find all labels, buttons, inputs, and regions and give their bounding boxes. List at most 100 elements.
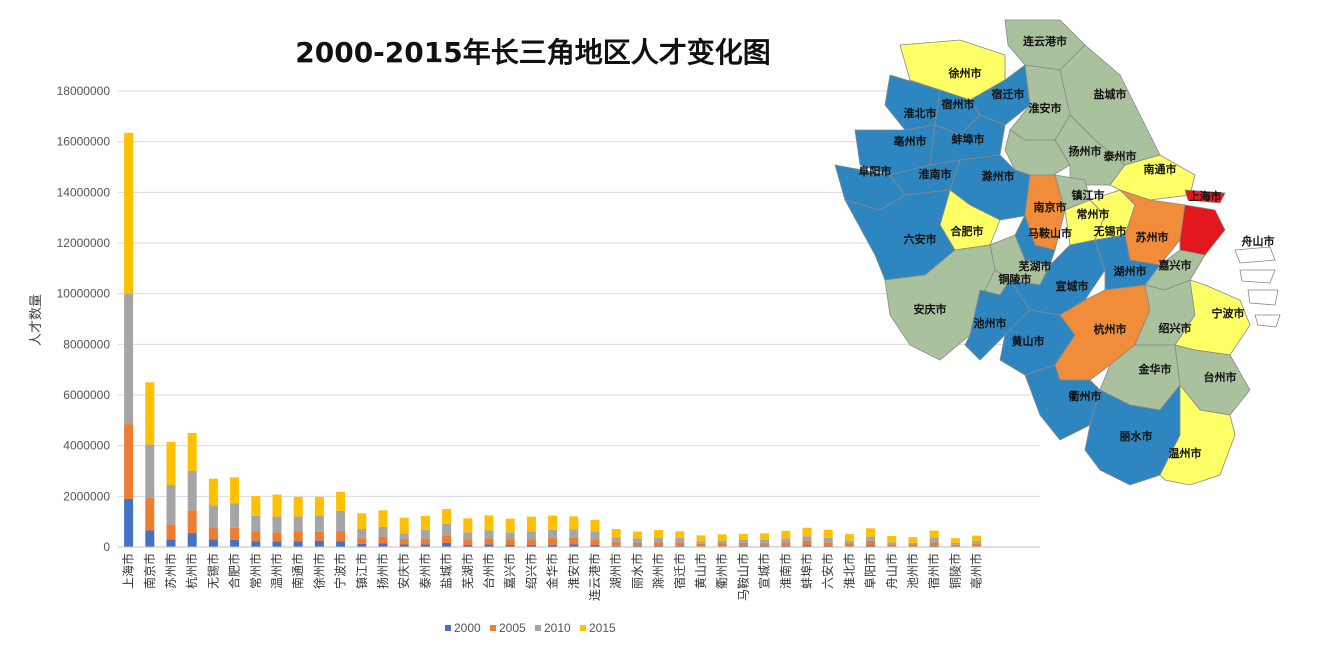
bar-segment-2000 xyxy=(738,545,748,547)
x-category-label: 衢州市 xyxy=(714,553,729,589)
chart-title: 2000-2015年长三角地区人才变化图 xyxy=(295,36,770,69)
legend-swatch xyxy=(490,625,496,631)
bar-segment-2005 xyxy=(844,543,854,547)
bar-segment-2010 xyxy=(251,515,261,532)
bar-segment-2000 xyxy=(548,544,558,547)
bar-segment-2000 xyxy=(654,545,664,547)
bar-segment-2010 xyxy=(972,540,982,544)
bar-segment-2015 xyxy=(590,519,600,532)
map-label: 扬州市 xyxy=(1069,144,1102,158)
map-city-labels: 连云港市 徐州市 宿迁市 盐城市 淮北市 宿州市 淮安市 亳州市 蚌埠市 扬州市… xyxy=(859,34,1275,460)
bar-segment-2010 xyxy=(569,529,579,538)
bar-segment-2005 xyxy=(802,540,812,546)
bar-segment-2005 xyxy=(823,542,833,546)
bar-segment-2015 xyxy=(887,535,897,543)
bar-segment-2010 xyxy=(420,529,430,539)
bar-segment-2010 xyxy=(145,444,155,498)
bar-segment-2000 xyxy=(336,541,346,547)
bar-segment-2010 xyxy=(526,531,536,540)
bar-segment-2005 xyxy=(781,542,791,546)
x-category-label: 淮南市 xyxy=(778,553,793,589)
map-label: 芜湖市 xyxy=(1019,259,1052,273)
region-zhoushan xyxy=(1234,246,1281,328)
x-category-label: 黄山市 xyxy=(693,553,708,589)
bar-segment-2010 xyxy=(166,484,176,525)
map-label: 合肥市 xyxy=(951,224,984,238)
chart-legend: 2000 2005 2010 2015 xyxy=(445,621,616,635)
x-category-label: 六安市 xyxy=(820,553,835,589)
x-category-label: 阜阳市 xyxy=(863,553,878,589)
bar-segment-2015 xyxy=(611,529,621,538)
bar-segment-2015 xyxy=(463,518,473,533)
x-category-label: 宿迁市 xyxy=(672,553,687,589)
bar-segment-2005 xyxy=(526,539,536,545)
x-category-label: 扬州市 xyxy=(375,553,390,589)
region-anqing xyxy=(884,244,996,361)
bar-segment-2015 xyxy=(399,517,409,534)
bar-segment-2000 xyxy=(569,544,579,547)
x-category-label: 淮北市 xyxy=(841,553,856,589)
map-label: 无锡市 xyxy=(1093,224,1127,238)
bar-segment-2015 xyxy=(484,515,494,531)
x-category-label: 金华市 xyxy=(545,553,560,589)
x-axis-category-labels: 上海市 南京市 苏州市 杭州市 无锡市 合肥市 常州市 温州市 南通市 徐州市 宁波市 镇江市 扬州市安… xyxy=(121,553,984,601)
x-category-label: 镇江市 xyxy=(354,553,369,589)
bar-segment-2015 xyxy=(823,529,833,538)
bar-segment-2000 xyxy=(272,541,282,547)
bar-segment-2010 xyxy=(590,531,600,540)
bar-segment-2010 xyxy=(124,293,134,425)
bar-segment-2015 xyxy=(442,509,452,524)
bar-segment-2000 xyxy=(866,545,876,547)
x-category-label: 盐城市 xyxy=(439,553,454,589)
bar-segment-2015 xyxy=(357,513,367,530)
bar-segment-2010 xyxy=(442,523,452,536)
bar-segment-2000 xyxy=(293,541,303,547)
bar-segment-2015 xyxy=(802,527,812,537)
bar-segment-2015 xyxy=(844,534,854,541)
bar-segment-2015 xyxy=(251,496,261,516)
bar-segment-2000 xyxy=(611,545,621,547)
x-category-label: 马鞍山市 xyxy=(735,553,750,601)
bar-segment-2015 xyxy=(760,533,770,540)
bar-segment-2000 xyxy=(463,544,473,547)
y-tick-label: 0 xyxy=(103,540,110,554)
bar-segment-2000 xyxy=(187,533,197,547)
x-category-label: 蚌埠市 xyxy=(799,553,814,589)
bar-segment-2005 xyxy=(378,536,388,544)
map-label: 绍兴市 xyxy=(1159,321,1192,335)
bar-segment-2015 xyxy=(230,477,240,504)
bar-segment-2005 xyxy=(972,543,982,547)
map-label: 六安市 xyxy=(904,232,937,246)
bar-segment-2005 xyxy=(569,537,579,545)
map-label: 亳州市 xyxy=(894,134,927,148)
bar-segment-2005 xyxy=(145,497,155,531)
map-label: 宿州市 xyxy=(942,97,975,111)
map-regions xyxy=(834,19,1281,486)
bar-segment-2005 xyxy=(484,538,494,545)
x-category-label: 舟山市 xyxy=(884,553,899,589)
x-category-label: 淮安市 xyxy=(566,553,581,589)
bar-segment-2005 xyxy=(293,531,303,542)
x-category-label: 池州市 xyxy=(905,553,920,589)
bar-segment-2000 xyxy=(124,498,134,547)
bar-segment-2010 xyxy=(463,532,473,540)
bar-segment-2000 xyxy=(166,539,176,547)
map-label: 衢州市 xyxy=(1069,389,1102,403)
map-label: 盐城市 xyxy=(1094,87,1127,101)
bar-segment-2015 xyxy=(696,535,706,542)
bar-segment-2010 xyxy=(738,539,748,543)
bar-segment-2010 xyxy=(293,516,303,532)
bar-segment-2005 xyxy=(760,542,770,546)
x-category-label: 南京市 xyxy=(142,553,157,589)
x-category-label: 宣城市 xyxy=(757,553,772,589)
bar-segment-2000 xyxy=(929,545,939,547)
bar-segment-2015 xyxy=(548,515,558,530)
bar-segment-2000 xyxy=(590,544,600,547)
x-category-label: 无锡市 xyxy=(205,553,220,589)
bar-segment-2010 xyxy=(717,540,727,544)
bar-segment-2015 xyxy=(569,516,579,530)
bar-segment-2005 xyxy=(124,424,134,499)
bar-segment-2005 xyxy=(230,527,240,540)
x-category-label: 合肥市 xyxy=(227,553,242,589)
bar-segment-2015 xyxy=(505,518,515,533)
